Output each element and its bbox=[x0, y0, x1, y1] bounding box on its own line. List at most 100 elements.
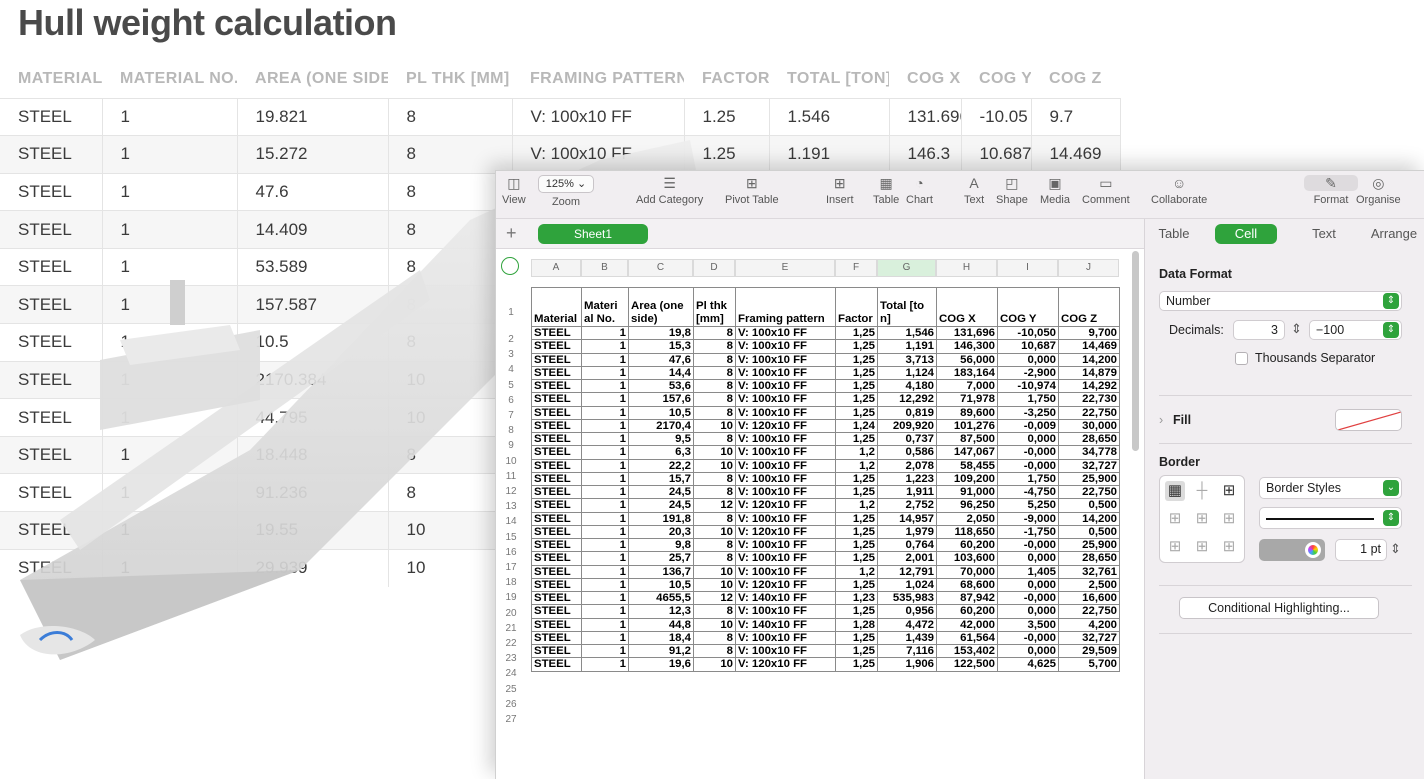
table-cell[interactable]: 9,700 bbox=[1058, 325, 1120, 341]
table-cell[interactable]: 91,2 bbox=[628, 643, 694, 659]
table-cell[interactable]: 1,2 bbox=[835, 445, 878, 460]
table-cell[interactable]: 14,4 bbox=[628, 365, 694, 381]
table-cell[interactable]: STEEL bbox=[531, 511, 582, 526]
border-top-icon[interactable]: ⊞ bbox=[1168, 538, 1182, 555]
border-left-icon[interactable]: ⊞ bbox=[1168, 510, 1182, 527]
table-cell[interactable]: 1,906 bbox=[877, 657, 937, 672]
table-cell[interactable]: 109,200 bbox=[936, 471, 998, 487]
table-cell[interactable]: 22,750 bbox=[1058, 405, 1120, 420]
header-cell[interactable]: Materi al No. bbox=[581, 287, 629, 327]
table-cell[interactable]: 7,116 bbox=[877, 643, 937, 659]
zoom-value[interactable]: 125% ⌄ bbox=[538, 175, 594, 193]
table-cell[interactable]: 14,200 bbox=[1058, 511, 1120, 526]
table-cell[interactable]: V: 100x10 FF bbox=[735, 431, 836, 447]
table-cell[interactable]: 1 bbox=[581, 643, 629, 659]
view-button[interactable]: ◫ View bbox=[502, 175, 526, 206]
select-all-circle-icon[interactable] bbox=[501, 257, 519, 275]
table-cell[interactable]: 70,000 bbox=[936, 564, 998, 579]
table-cell[interactable]: 1,28 bbox=[835, 617, 878, 632]
table-cell[interactable]: 10,5 bbox=[628, 577, 694, 593]
tab-cell[interactable]: Cell bbox=[1215, 224, 1277, 244]
table-cell[interactable]: 32,761 bbox=[1058, 564, 1120, 579]
table-cell[interactable]: 8 bbox=[693, 352, 736, 367]
table-cell[interactable]: 1,911 bbox=[877, 484, 937, 500]
table-cell[interactable]: 183,164 bbox=[936, 365, 998, 381]
table-cell[interactable]: 5,700 bbox=[1058, 657, 1120, 672]
table-cell[interactable]: 1,024 bbox=[877, 577, 937, 593]
table-cell[interactable]: STEEL bbox=[531, 392, 582, 407]
table-cell[interactable]: 4,180 bbox=[877, 378, 937, 394]
table-cell[interactable]: STEEL bbox=[531, 339, 582, 354]
table-cell[interactable]: 10 bbox=[693, 458, 736, 473]
table-cell[interactable]: STEEL bbox=[531, 458, 582, 473]
table-cell[interactable]: STEEL bbox=[531, 378, 582, 394]
table-cell[interactable]: -0,000 bbox=[997, 445, 1059, 460]
table-cell[interactable]: 30,000 bbox=[1058, 418, 1120, 434]
table-cell[interactable]: 1,750 bbox=[997, 392, 1059, 407]
row-number[interactable]: 23 bbox=[505, 653, 517, 665]
table-cell[interactable]: STEEL bbox=[531, 630, 582, 646]
row-number[interactable]: 24 bbox=[505, 668, 517, 680]
row-number[interactable]: 22 bbox=[505, 638, 517, 649]
table-cell[interactable]: 8 bbox=[693, 378, 736, 394]
table-cell[interactable]: 24,5 bbox=[628, 484, 694, 500]
table-cell[interactable]: 1,2 bbox=[835, 564, 878, 579]
table-cell[interactable]: 0,956 bbox=[877, 604, 937, 619]
table-cell[interactable]: 1,25 bbox=[835, 471, 878, 487]
table-cell[interactable]: 1 bbox=[581, 471, 629, 487]
spreadsheet-table[interactable]: Material Materi al No. Area (one side) Pl t… bbox=[531, 287, 1120, 672]
table-cell[interactable]: -9,000 bbox=[997, 511, 1059, 526]
border-vcenter-icon[interactable]: ⊞ bbox=[1195, 538, 1209, 555]
table-cell[interactable]: 1 bbox=[581, 657, 629, 672]
table-cell[interactable]: V: 140x10 FF bbox=[735, 617, 836, 632]
table-cell[interactable]: 20,3 bbox=[628, 524, 694, 540]
table-cell[interactable]: 0,000 bbox=[997, 551, 1059, 566]
table-cell[interactable]: 153,402 bbox=[936, 643, 998, 659]
line-style-select[interactable]: ⇕ bbox=[1259, 507, 1402, 529]
table-cell[interactable]: V: 100x10 FF bbox=[735, 445, 836, 460]
tab-table[interactable]: Table bbox=[1158, 226, 1190, 241]
fill-color-well[interactable] bbox=[1335, 409, 1402, 431]
table-cell[interactable]: 8 bbox=[693, 365, 736, 381]
table-cell[interactable]: 87,500 bbox=[936, 431, 998, 447]
table-cell[interactable]: V: 100x10 FF bbox=[735, 365, 836, 381]
table-cell[interactable]: 1,750 bbox=[997, 471, 1059, 487]
table-cell[interactable]: V: 120x10 FF bbox=[735, 657, 836, 672]
table-cell[interactable]: 1 bbox=[581, 378, 629, 394]
table-cell[interactable]: 8 bbox=[693, 511, 736, 526]
table-cell[interactable]: 1,25 bbox=[835, 630, 878, 646]
table-cell[interactable]: STEEL bbox=[531, 537, 582, 553]
table-cell[interactable]: 14,200 bbox=[1058, 352, 1120, 367]
border-grid-icon[interactable]: ⊞ bbox=[1222, 482, 1236, 499]
table-cell[interactable]: STEEL bbox=[531, 352, 582, 367]
table-cell[interactable]: 68,600 bbox=[936, 577, 998, 593]
table-cell[interactable]: 8 bbox=[693, 392, 736, 407]
table-cell[interactable]: 12 bbox=[693, 498, 736, 513]
table-cell[interactable]: 0,000 bbox=[997, 643, 1059, 659]
table-cell[interactable]: 47,6 bbox=[628, 352, 694, 367]
table-cell[interactable]: 118,650 bbox=[936, 524, 998, 540]
table-cell[interactable]: 1,405 bbox=[997, 564, 1059, 579]
row-number[interactable]: 27 bbox=[505, 714, 517, 725]
comment-button[interactable]: ▭ Comment bbox=[1082, 175, 1130, 206]
table-cell[interactable]: 1,191 bbox=[877, 339, 937, 354]
add-sheet-button[interactable]: + bbox=[506, 223, 517, 243]
table-cell[interactable]: 10,687 bbox=[997, 339, 1059, 354]
column-letter-f[interactable]: F bbox=[835, 259, 877, 277]
table-button[interactable]: ▦ Table bbox=[873, 175, 899, 206]
table-cell[interactable]: 103,600 bbox=[936, 551, 998, 566]
table-cell[interactable]: 10 bbox=[693, 657, 736, 672]
table-cell[interactable]: 53,6 bbox=[628, 378, 694, 394]
table-cell[interactable]: 19,8 bbox=[628, 325, 694, 341]
table-cell[interactable]: 87,942 bbox=[936, 590, 998, 606]
table-cell[interactable]: STEEL bbox=[531, 445, 582, 460]
row-number[interactable]: 5 bbox=[508, 379, 514, 391]
table-cell[interactable]: 1 bbox=[581, 445, 629, 460]
table-cell[interactable]: 1 bbox=[581, 418, 629, 434]
shape-button[interactable]: ◰ Shape bbox=[996, 175, 1028, 206]
table-cell[interactable]: 147,067 bbox=[936, 445, 998, 460]
column-letter-g[interactable]: G bbox=[877, 259, 936, 277]
row-number[interactable]: 21 bbox=[505, 622, 517, 634]
table-cell[interactable]: 136,7 bbox=[628, 564, 694, 579]
table-cell[interactable]: 1 bbox=[581, 365, 629, 381]
